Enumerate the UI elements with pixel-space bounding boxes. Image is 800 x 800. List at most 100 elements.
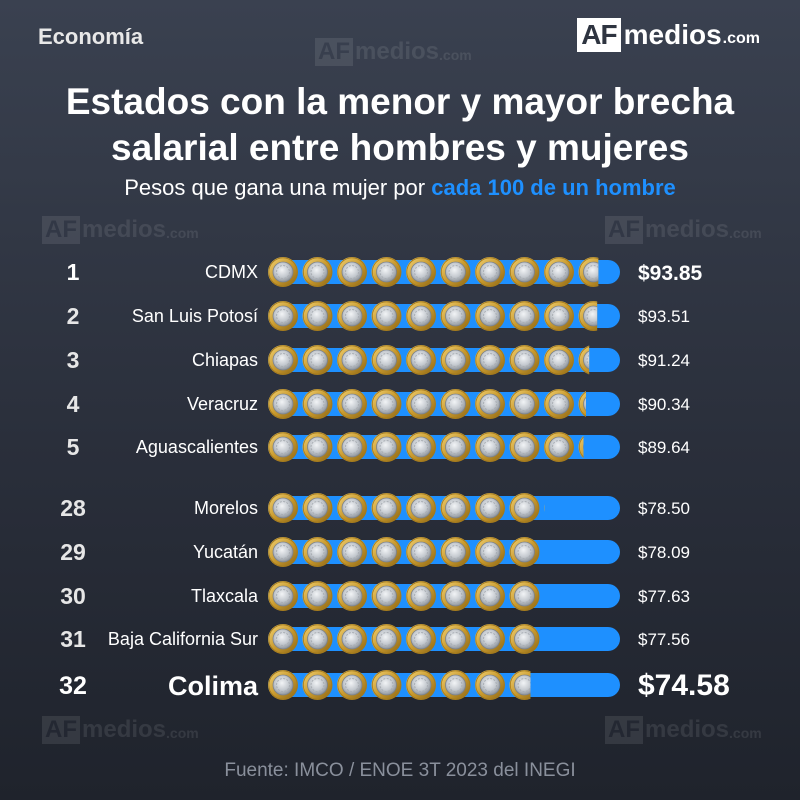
coin-icon bbox=[336, 492, 368, 524]
coin-icon bbox=[302, 431, 333, 463]
coin-icon bbox=[371, 669, 402, 701]
coin-icon bbox=[371, 536, 402, 568]
coin-icon bbox=[440, 669, 471, 701]
rank-label: 29 bbox=[60, 539, 86, 565]
section-label: Economía bbox=[38, 24, 144, 49]
value-label: $78.50 bbox=[638, 499, 690, 518]
category-label: Tlaxcala bbox=[191, 586, 259, 606]
coin-icon bbox=[302, 344, 333, 376]
value-label: $78.09 bbox=[638, 543, 690, 562]
coin-icon bbox=[440, 536, 471, 568]
category-label: CDMX bbox=[205, 262, 258, 282]
bar-row: 1 CDMX $93.85 bbox=[67, 256, 703, 288]
bar-row: 4 Veracruz $90.34 bbox=[67, 388, 690, 420]
coin-icon bbox=[405, 431, 437, 463]
rank-label: 3 bbox=[67, 347, 80, 373]
value-label: $90.34 bbox=[638, 395, 690, 414]
coin-icon bbox=[371, 344, 402, 376]
coin-icon bbox=[509, 623, 540, 655]
coin-icon bbox=[336, 431, 368, 463]
category-label: Morelos bbox=[194, 498, 258, 518]
coin-icon bbox=[474, 300, 506, 332]
subtitle-prefix: Pesos que gana una mujer por bbox=[124, 175, 432, 200]
coin-icon bbox=[336, 344, 368, 376]
coin-icon bbox=[405, 580, 437, 612]
coin-icon bbox=[302, 669, 333, 701]
coin-icon bbox=[474, 344, 506, 376]
rank-label: 32 bbox=[59, 672, 87, 700]
coin-icon bbox=[302, 256, 333, 288]
coin-icon bbox=[267, 431, 299, 463]
coin-icon bbox=[336, 623, 368, 655]
rank-label: 5 bbox=[67, 434, 80, 460]
rank-label: 28 bbox=[60, 495, 86, 521]
rank-label: 30 bbox=[60, 583, 86, 609]
category-label: Baja California Sur bbox=[108, 629, 258, 649]
coin-icon bbox=[371, 388, 402, 420]
chart-subtitle: Pesos que gana una mujer por cada 100 de… bbox=[0, 175, 800, 201]
coin-icon bbox=[405, 344, 437, 376]
chart-title-line-1: Estados con la menor y mayor brecha bbox=[65, 81, 735, 122]
bar-row: 30 Tlaxcala $77.63 bbox=[60, 580, 690, 612]
category-label: Aguascalientes bbox=[136, 437, 258, 457]
category-label: Colima bbox=[168, 671, 259, 701]
watermark-logo: AF medios .com bbox=[315, 38, 472, 66]
coin-icon bbox=[405, 536, 437, 568]
coin-icon bbox=[405, 300, 437, 332]
coin-icon bbox=[267, 256, 299, 288]
coin-icon bbox=[474, 536, 506, 568]
watermark-logo: AF medios .com bbox=[605, 216, 762, 244]
coin-icon bbox=[302, 580, 333, 612]
coin-icon bbox=[509, 431, 540, 463]
coin-icon bbox=[440, 300, 471, 332]
subtitle-highlight: cada 100 de un hombre bbox=[431, 175, 676, 200]
coin-icon bbox=[267, 492, 299, 524]
coin-icon bbox=[267, 536, 299, 568]
category-label: Veracruz bbox=[187, 394, 258, 414]
value-label: $91.24 bbox=[638, 351, 690, 370]
coin-icon bbox=[509, 388, 540, 420]
coin-icon bbox=[267, 300, 299, 332]
afmedios-logo: AF medios .com bbox=[577, 18, 760, 52]
bar-row: 31 Baja California Sur $77.56 bbox=[60, 623, 690, 655]
coin-icon bbox=[509, 492, 540, 524]
bar-row: 32 Colima $74.58 bbox=[59, 669, 730, 702]
coin-icon bbox=[440, 580, 471, 612]
coin-icon bbox=[267, 344, 299, 376]
coin-icon bbox=[543, 344, 575, 376]
value-label: $74.58 bbox=[638, 669, 730, 702]
coin-icon bbox=[302, 300, 333, 332]
value-label: $77.63 bbox=[638, 587, 690, 606]
watermark-logo: AF medios .com bbox=[605, 716, 762, 744]
coin-icon bbox=[336, 388, 368, 420]
rank-label: 31 bbox=[60, 626, 86, 652]
coin-icon bbox=[474, 669, 506, 701]
coin-icon bbox=[267, 388, 299, 420]
coin-icon bbox=[371, 580, 402, 612]
rank-label: 4 bbox=[67, 391, 80, 417]
coin-icon bbox=[543, 388, 575, 420]
coin-icon bbox=[509, 344, 540, 376]
coin-icon bbox=[405, 623, 437, 655]
coin-icon bbox=[543, 431, 575, 463]
coin-icon bbox=[336, 669, 368, 701]
logo-medios: medios bbox=[623, 19, 722, 50]
coin-icon bbox=[440, 431, 471, 463]
value-label: $93.85 bbox=[638, 262, 703, 285]
watermark-logo: AF medios .com bbox=[42, 716, 199, 744]
coin-icon bbox=[474, 388, 506, 420]
coin-icon bbox=[371, 492, 402, 524]
coin-icon bbox=[440, 344, 471, 376]
coin-icon bbox=[474, 256, 506, 288]
bar-row: 3 Chiapas $91.24 bbox=[67, 344, 690, 376]
coin-icon bbox=[509, 536, 540, 568]
coin-icon bbox=[405, 256, 437, 288]
coin-icon bbox=[440, 388, 471, 420]
coin-icon bbox=[302, 623, 333, 655]
coin-icon bbox=[371, 256, 402, 288]
coin-icon bbox=[302, 492, 333, 524]
coin-icon bbox=[474, 623, 506, 655]
coin-icon bbox=[440, 256, 471, 288]
coin-icon bbox=[440, 623, 471, 655]
